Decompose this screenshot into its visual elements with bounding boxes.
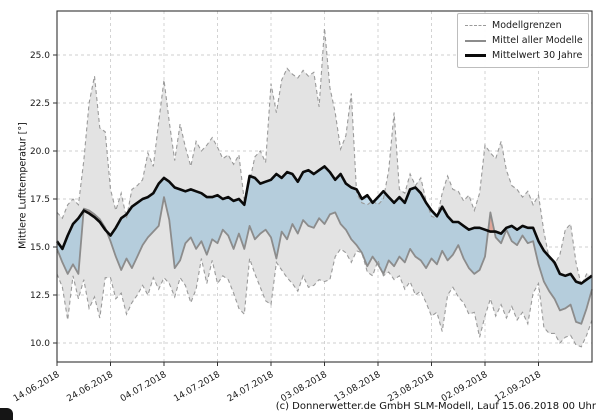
legend-item-modellgrenzen: Modellgrenzen: [465, 18, 582, 33]
svg-text:25.0: 25.0: [30, 51, 50, 61]
corner-mark: [0, 408, 13, 420]
svg-text:02.09.2018: 02.09.2018: [440, 370, 490, 405]
svg-text:10.0: 10.0: [30, 339, 50, 349]
svg-text:20.0: 20.0: [30, 147, 50, 157]
legend-label: Modellgrenzen: [492, 20, 562, 31]
legend-item-mittel-aller-modelle: Mittel aller Modelle: [465, 33, 583, 48]
svg-text:14.06.2018: 14.06.2018: [12, 370, 62, 405]
envelope-lower-line: [56, 248, 593, 348]
svg-text:24.07.2018: 24.07.2018: [226, 370, 276, 405]
model-envelope-fill: [57, 28, 592, 347]
copyright-caption: (c) Donnerwetter.de GmbH SLM-Modell, Lau…: [275, 401, 596, 412]
below-normal-band: [57, 166, 592, 324]
legend-item-mittelwert-30-jahre: Mittelwert 30 Jahre: [465, 48, 582, 63]
legend-label: Mittelwert 30 Jahre: [492, 50, 583, 61]
svg-text:12.5: 12.5: [30, 291, 50, 301]
svg-text:13.08.2018: 13.08.2018: [333, 370, 383, 405]
svg-text:17.5: 17.5: [30, 195, 50, 205]
svg-text:14.07.2018: 14.07.2018: [172, 370, 222, 405]
svg-text:03.08.2018: 03.08.2018: [279, 370, 329, 405]
gray-line-swatch: [465, 39, 486, 42]
svg-text:12.09.2018: 12.09.2018: [493, 370, 543, 405]
black-line-swatch: [465, 54, 486, 57]
svg-text:04.07.2018: 04.07.2018: [119, 370, 169, 405]
y-axis-label: Mittlere Lufttemperatur [°]: [17, 122, 29, 249]
y-tick-labels: 25.0 22.5 20.0 17.5 15.0 12.5 10.0: [30, 51, 57, 349]
model-mean-line: [56, 196, 593, 325]
svg-text:23.08.2018: 23.08.2018: [386, 370, 436, 405]
chart-legend: Modellgrenzen Mittel aller Modelle Mitte…: [457, 13, 589, 68]
svg-text:15.0: 15.0: [30, 243, 50, 253]
mean30-line: [55, 165, 593, 285]
x-tick-labels: 14.06.2018 24.06.2018 04.07.2018 14.07.2018…: [12, 362, 543, 404]
dashed-line-swatch: [465, 25, 486, 26]
svg-text:22.5: 22.5: [30, 99, 50, 109]
svg-text:24.06.2018: 24.06.2018: [65, 370, 115, 405]
legend-label: Mittel aller Modelle: [492, 35, 583, 46]
